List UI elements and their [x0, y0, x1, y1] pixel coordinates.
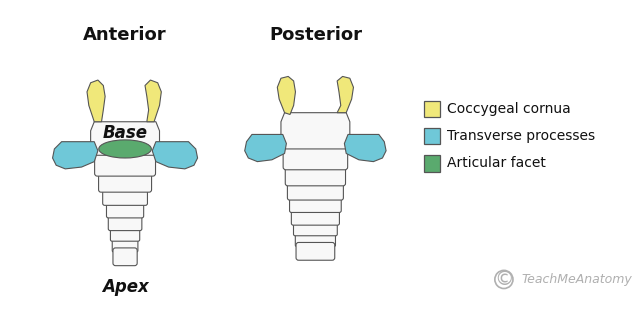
- Polygon shape: [277, 76, 295, 114]
- FancyBboxPatch shape: [424, 128, 440, 144]
- Polygon shape: [52, 142, 98, 169]
- FancyBboxPatch shape: [424, 101, 440, 117]
- Polygon shape: [245, 134, 286, 161]
- FancyBboxPatch shape: [113, 248, 137, 266]
- FancyBboxPatch shape: [285, 165, 346, 186]
- Ellipse shape: [99, 140, 151, 158]
- Text: ©: ©: [494, 270, 514, 289]
- FancyBboxPatch shape: [103, 188, 148, 205]
- Text: TeachMeAnatomy: TeachMeAnatomy: [521, 273, 632, 286]
- Text: Apex: Apex: [102, 278, 148, 296]
- FancyBboxPatch shape: [288, 181, 343, 200]
- Text: Posterior: Posterior: [269, 26, 362, 44]
- FancyBboxPatch shape: [289, 196, 341, 212]
- FancyBboxPatch shape: [108, 214, 142, 231]
- Text: Anterior: Anterior: [83, 26, 167, 44]
- FancyBboxPatch shape: [95, 153, 155, 176]
- FancyBboxPatch shape: [293, 222, 337, 236]
- Polygon shape: [152, 142, 197, 169]
- Text: Articular facet: Articular facet: [447, 156, 546, 170]
- FancyBboxPatch shape: [424, 155, 440, 172]
- Polygon shape: [281, 113, 350, 149]
- FancyBboxPatch shape: [291, 209, 339, 225]
- Text: Transverse processes: Transverse processes: [447, 129, 595, 143]
- Text: Base: Base: [103, 124, 148, 142]
- FancyBboxPatch shape: [295, 233, 335, 246]
- FancyBboxPatch shape: [283, 146, 348, 170]
- FancyBboxPatch shape: [296, 242, 335, 260]
- Polygon shape: [145, 80, 161, 122]
- Polygon shape: [87, 80, 105, 122]
- FancyBboxPatch shape: [111, 227, 140, 241]
- FancyBboxPatch shape: [107, 201, 144, 218]
- Polygon shape: [337, 76, 353, 113]
- FancyBboxPatch shape: [98, 171, 151, 192]
- Text: Coccygeal cornua: Coccygeal cornua: [447, 102, 571, 116]
- Polygon shape: [91, 122, 160, 155]
- Polygon shape: [344, 134, 386, 161]
- FancyBboxPatch shape: [112, 238, 138, 252]
